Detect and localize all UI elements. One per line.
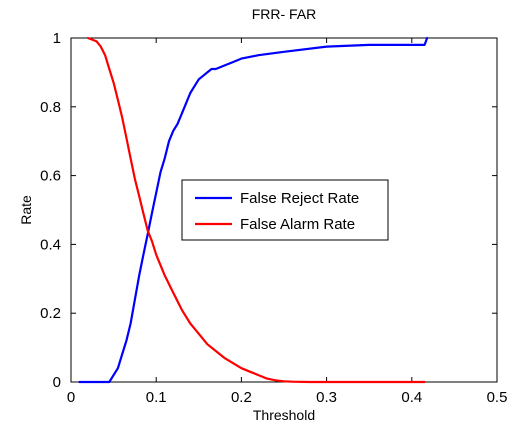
x-tick-label: 0.2 [231,389,252,406]
x-tick-label: 0.3 [316,389,337,406]
false-alarm-rate-line [86,36,426,384]
x-tick-label: 0 [67,389,75,406]
legend-false-reject-rate-label: False Reject Rate [240,190,359,207]
chart-title: FRR- FAR [252,6,317,22]
legend: False Reject Rate False Alarm Rate [181,179,389,241]
x-axis-label: Threshold [253,407,315,423]
y-tick-label: 0.2 [40,305,61,322]
legend-box [181,179,389,241]
false-reject-rate-line [78,36,429,384]
y-tick-label: 1 [53,30,61,47]
x-tick-label: 0.1 [146,389,167,406]
y-tick-label: 0.8 [40,99,61,116]
x-tick-label: 0.4 [401,389,422,406]
y-tick-label: 0.6 [40,168,61,185]
x-tick-label: 0.5 [487,389,508,406]
plot-area: 0 0.1 0.2 0.3 0.4 0.5 0 0.2 0.4 0.6 0.8 1 [40,30,507,406]
y-axis-label: Rate [18,195,34,225]
y-tick-label: 0 [53,374,61,391]
legend-false-alarm-rate-label: False Alarm Rate [240,216,355,233]
y-tick-label: 0.4 [40,236,61,253]
